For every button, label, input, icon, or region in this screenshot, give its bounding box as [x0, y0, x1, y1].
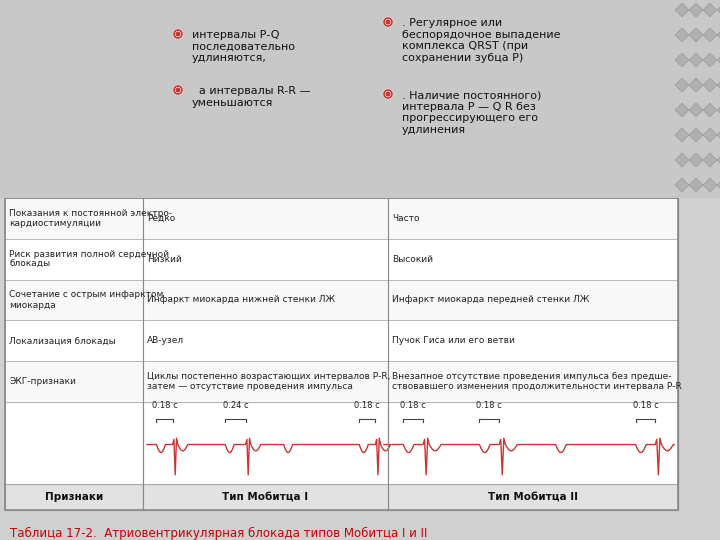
Bar [143, 361, 388, 402]
Bar [143, 239, 388, 280]
Polygon shape [675, 3, 689, 17]
Text: Сочетание с острым инфарктом
миокарда: Сочетание с острым инфарктом миокарда [9, 291, 163, 310]
Bar [388, 320, 678, 361]
Polygon shape [689, 153, 703, 167]
Bar [5, 361, 143, 402]
Polygon shape [717, 78, 720, 92]
Polygon shape [703, 103, 717, 117]
Text: Признаки: Признаки [45, 492, 103, 502]
Polygon shape [703, 153, 717, 167]
Polygon shape [689, 78, 703, 92]
Polygon shape [717, 178, 720, 192]
Polygon shape [703, 178, 717, 192]
Polygon shape [675, 153, 689, 167]
Text: 0.24 с: 0.24 с [222, 401, 248, 409]
Circle shape [384, 90, 392, 98]
Bar [388, 280, 678, 320]
Polygon shape [675, 53, 689, 67]
Text: Внезапное отсутствие проведения импульса без предше-
ствовавшего изменения продо: Внезапное отсутствие проведения импульса… [392, 372, 682, 391]
Polygon shape [689, 103, 703, 117]
Text: Низкий: Низкий [147, 255, 181, 264]
Text: Локализация блокады: Локализация блокады [9, 336, 116, 345]
Polygon shape [717, 103, 720, 117]
Text: Пучок Гиса или его ветви: Пучок Гиса или его ветви [392, 336, 515, 345]
Text: Высокий: Высокий [392, 255, 433, 264]
Bar [5, 198, 678, 510]
Text: Риск развития полной сердечной
блокады: Риск развития полной сердечной блокады [9, 249, 169, 269]
Polygon shape [703, 53, 717, 67]
Polygon shape [689, 178, 703, 192]
Bar [5, 198, 678, 510]
Circle shape [174, 30, 182, 38]
Polygon shape [717, 28, 720, 42]
Polygon shape [675, 78, 689, 92]
Text: интервалы Р-Q
последовательно
удлиняются,: интервалы Р-Q последовательно удлиняются… [192, 30, 295, 63]
Polygon shape [689, 128, 703, 142]
Polygon shape [675, 128, 689, 142]
Bar [388, 484, 678, 510]
Bar [5, 320, 143, 361]
Bar [5, 198, 143, 239]
Bar [143, 402, 388, 484]
Circle shape [174, 85, 182, 94]
Bar [143, 280, 388, 320]
Polygon shape [689, 28, 703, 42]
Text: . Наличие постоянного)
интервала Р — Q R без
прогрессирующего его
удлинения: . Наличие постоянного) интервала Р — Q R… [402, 90, 541, 135]
Text: Тип Мобитца I: Тип Мобитца I [222, 492, 309, 502]
Bar [5, 484, 143, 510]
Polygon shape [675, 28, 689, 42]
Bar [388, 198, 678, 239]
Text: 0.18 с: 0.18 с [632, 401, 658, 409]
Text: Инфаркт миокарда передней стенки ЛЖ: Инфаркт миокарда передней стенки ЛЖ [392, 295, 590, 305]
Polygon shape [717, 153, 720, 167]
Bar [143, 198, 388, 239]
Text: 0.18 с: 0.18 с [354, 401, 380, 409]
Polygon shape [717, 128, 720, 142]
Polygon shape [703, 28, 717, 42]
Polygon shape [703, 128, 717, 142]
Circle shape [384, 17, 392, 26]
Bar [5, 280, 143, 320]
Circle shape [176, 88, 180, 92]
Polygon shape [675, 103, 689, 117]
Text: 0.18 с: 0.18 с [477, 401, 502, 409]
Bar [388, 239, 678, 280]
Text: Редко: Редко [147, 214, 175, 223]
Text: . Регулярное или
беспорядочное выпадение
комплекса QRST (при
сохранении зубца Р): . Регулярное или беспорядочное выпадение… [402, 18, 560, 63]
Bar [143, 484, 388, 510]
Polygon shape [675, 178, 689, 192]
Circle shape [386, 20, 390, 24]
Bar [5, 402, 143, 484]
Circle shape [176, 32, 180, 36]
Polygon shape [689, 3, 703, 17]
Circle shape [386, 92, 390, 96]
Polygon shape [717, 3, 720, 17]
Polygon shape [689, 53, 703, 67]
Text: Инфаркт миокарда нижней стенки ЛЖ: Инфаркт миокарда нижней стенки ЛЖ [147, 295, 335, 305]
Text: АВ-узел: АВ-узел [147, 336, 184, 345]
Text: а интервалы R-R —
уменьшаются: а интервалы R-R — уменьшаются [192, 86, 310, 107]
Polygon shape [717, 53, 720, 67]
Text: Часто: Часто [392, 214, 420, 223]
Polygon shape [703, 78, 717, 92]
Text: Тип Мобитца II: Тип Мобитца II [488, 492, 578, 502]
Polygon shape [703, 3, 717, 17]
Bar [5, 239, 143, 280]
Text: ЭКГ-признаки: ЭКГ-признаки [9, 377, 76, 386]
Bar [0, 0, 720, 198]
Text: Таблица 17-2.  Атриовентрикулярная блокада типов Мобитца I и II: Таблица 17-2. Атриовентрикулярная блокад… [10, 527, 428, 540]
Bar [388, 361, 678, 402]
Text: Циклы постепенно возрастающих интервалов Р-R,
затем — отсутствие проведения импу: Циклы постепенно возрастающих интервалов… [147, 372, 390, 391]
Bar [388, 402, 678, 484]
Text: 0.18 с: 0.18 с [400, 401, 426, 409]
Text: 0.18 с: 0.18 с [152, 401, 177, 409]
Text: Показания к постоянной электро-
кардиостимуляции: Показания к постоянной электро- кардиост… [9, 208, 172, 228]
Bar [143, 320, 388, 361]
